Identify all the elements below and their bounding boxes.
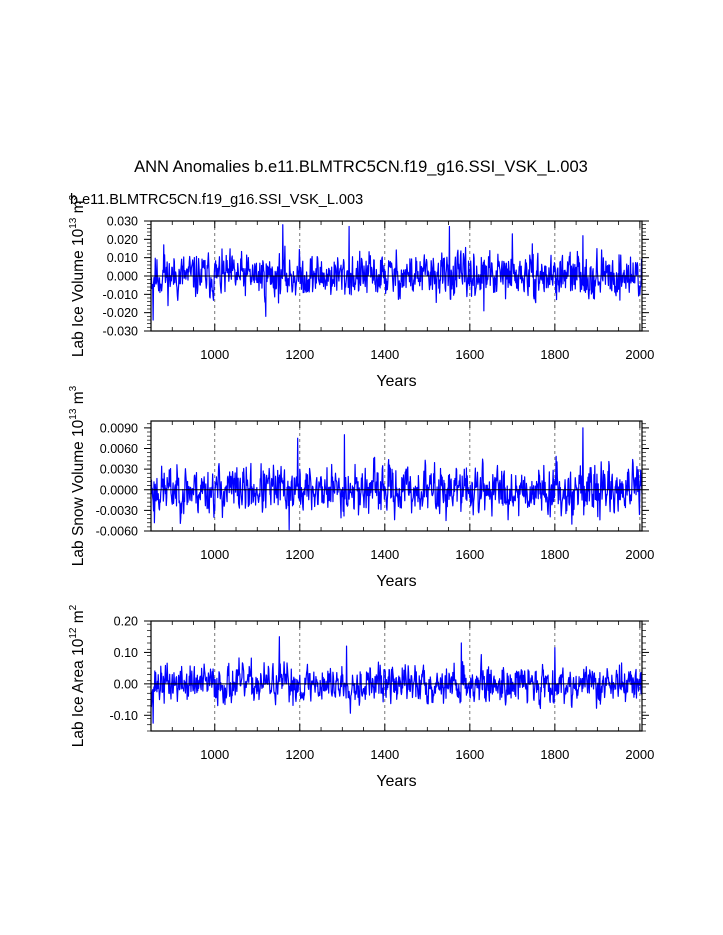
y-axis-label-dim: m [70, 610, 87, 627]
chart-title: ANN Anomalies b.e11.BLMTRC5CN.f19_g16.SS… [134, 158, 588, 176]
y-tick-label: -0.020 [103, 306, 138, 320]
x-tick-label: 1000 [200, 747, 229, 762]
y-axis-label: Lab Ice Area 1012 m2 [68, 604, 87, 747]
y-axis-label-exp: 13 [68, 217, 79, 229]
y-axis-label-dim-exp: 3 [68, 385, 79, 391]
y-axis-label: Lab Snow Volume 1013 m3 [68, 385, 87, 566]
y-tick-label: 0.030 [107, 215, 138, 229]
y-axis-label-dim: m [70, 200, 87, 217]
plot-frame [150, 420, 643, 532]
x-tick-label: 1800 [540, 747, 569, 762]
y-tick-label: 0.000 [107, 270, 138, 284]
x-tick-label: 1200 [285, 347, 314, 362]
x-tick-label: 1200 [285, 547, 314, 562]
series-line [150, 427, 643, 531]
y-tick-label: 0.10 [114, 646, 138, 660]
y-axis-label-dim-exp: 2 [68, 604, 79, 610]
x-tick-label: 2000 [625, 747, 654, 762]
series-line [150, 636, 643, 724]
panel-snow-volume: 1000 1200 1400 1600 1800 2000 -0.0060 -0.0030 0.… [68, 385, 654, 590]
x-tick-label: 1800 [540, 347, 569, 362]
x-tick-label: 2000 [625, 347, 654, 362]
x-tick-label: 1200 [285, 747, 314, 762]
y-axis-label-name: Lab Ice Volume [70, 246, 87, 357]
y-tick-label: 0.20 [114, 615, 138, 629]
y-axis-label-name: Lab Ice Area [70, 656, 87, 747]
x-tick-label: 1800 [540, 547, 569, 562]
y-tick-label: 0.010 [107, 251, 138, 265]
y-tick-label: 0.00 [114, 677, 138, 691]
y-axis-label-base: 10 [70, 638, 87, 656]
y-tick-label: -0.0060 [96, 525, 138, 539]
x-axis-label: Years [376, 573, 416, 590]
y-tick-label: 0.0090 [100, 421, 138, 435]
y-axis-label-exp: 12 [68, 627, 79, 639]
x-tick-label: 1600 [455, 747, 484, 762]
panel-ice-area: 1000 1200 1400 1600 1800 2000 -0.10 0.00 0.10 0.2… [68, 604, 654, 790]
y-axis-label-base: 10 [70, 419, 87, 437]
y-tick-label: -0.010 [103, 288, 138, 302]
y-tick-label: -0.0030 [96, 504, 138, 518]
x-tick-label: 1600 [455, 347, 484, 362]
y-tick-label: 0.0000 [100, 483, 138, 497]
y-tick-label: 0.0060 [100, 442, 138, 456]
y-tick-label: -0.10 [110, 709, 139, 723]
x-tick-label: 1400 [370, 347, 399, 362]
plot-frame [150, 620, 643, 732]
x-tick-label: 2000 [625, 547, 654, 562]
x-axis-label: Years [376, 373, 416, 390]
series-line [150, 224, 643, 321]
x-tick-label: 1000 [200, 347, 229, 362]
x-tick-label: 1000 [200, 547, 229, 562]
y-axis-label-dim-exp: 3 [68, 194, 79, 200]
y-axis-label-exp: 13 [68, 408, 79, 420]
x-tick-label: 1400 [370, 547, 399, 562]
y-tick-label: -0.030 [103, 325, 138, 339]
y-axis-label-name: Lab Snow Volume [70, 437, 87, 566]
x-tick-label: 1600 [455, 547, 484, 562]
y-axis-label: Lab Ice Volume 1013 m3 [68, 194, 87, 357]
x-axis-label: Years [376, 773, 416, 790]
y-axis-label-base: 10 [70, 228, 87, 246]
y-axis-label-dim: m [70, 391, 87, 408]
chart-subtitle: b.e11.BLMTRC5CN.f19_g16.SSI_VSK_L.003 [70, 192, 363, 208]
x-tick-label: 1400 [370, 747, 399, 762]
y-tick-label: 0.0030 [100, 463, 138, 477]
panel-ice-volume: 1000 1200 1400 1600 1800 2000 -0.030 -0.020 -0.0… [68, 194, 654, 390]
y-tick-label: 0.020 [107, 233, 138, 247]
